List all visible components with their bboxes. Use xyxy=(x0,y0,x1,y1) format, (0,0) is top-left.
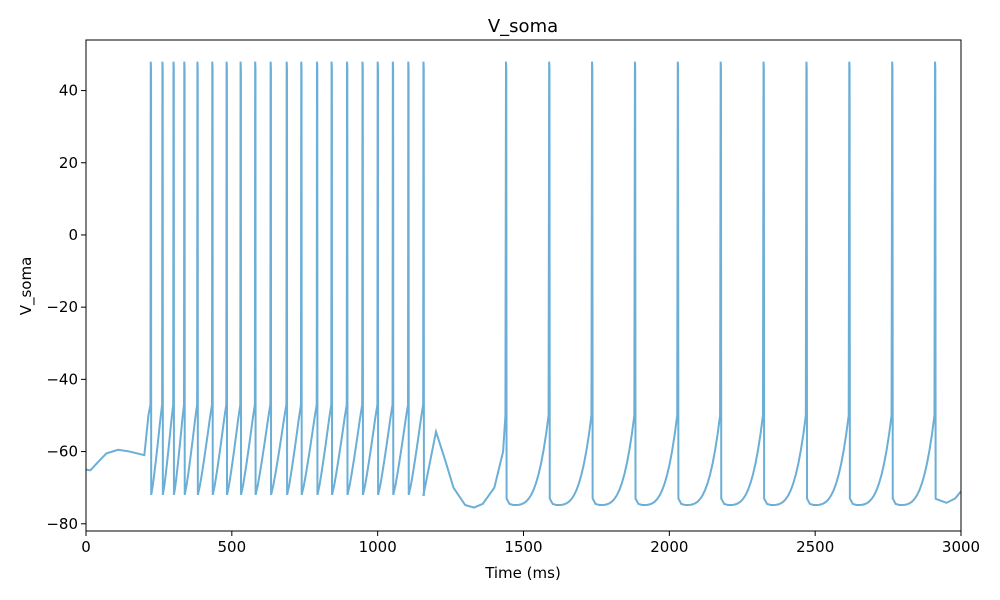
y-tick-label: 0 xyxy=(68,226,78,244)
x-tick-label: 2000 xyxy=(650,538,688,556)
y-tick-label: −40 xyxy=(46,370,78,388)
v-soma-trace xyxy=(86,61,961,509)
y-axis-ticks: −80 −60 −40 −20 0 20 40 xyxy=(46,82,86,533)
y-axis-label: V_soma xyxy=(17,257,36,316)
y-tick-label: 20 xyxy=(59,154,78,172)
x-tick-label: 3000 xyxy=(942,538,980,556)
chart-title: V_soma xyxy=(488,16,558,37)
x-tick-label: 0 xyxy=(81,538,91,556)
x-tick-label: 1000 xyxy=(359,538,397,556)
axes-frame xyxy=(85,39,962,532)
y-tick-label: −20 xyxy=(46,298,78,316)
x-tick-label: 500 xyxy=(218,538,247,556)
x-axis-label: Time (ms) xyxy=(484,564,561,582)
x-axis-ticks: 0 500 1000 1500 2000 2500 3000 xyxy=(81,531,980,556)
y-tick-label: −60 xyxy=(46,443,78,461)
x-tick-label: 2500 xyxy=(796,538,834,556)
y-tick-label: 40 xyxy=(59,82,78,100)
y-tick-label: −80 xyxy=(46,515,78,533)
x-tick-label: 1500 xyxy=(504,538,542,556)
